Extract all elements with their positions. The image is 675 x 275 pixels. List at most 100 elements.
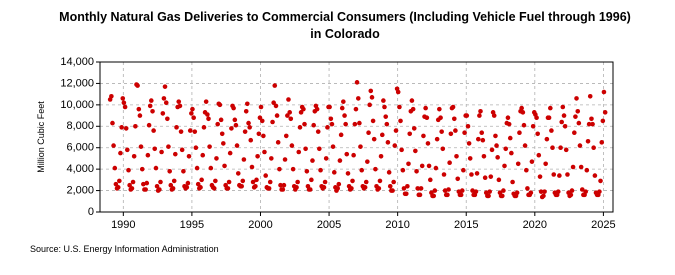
point [344, 151, 350, 157]
point [406, 161, 411, 167]
point [250, 179, 256, 185]
point [411, 126, 417, 131]
point [173, 151, 178, 157]
point [214, 156, 219, 161]
point [439, 129, 444, 134]
point [207, 144, 212, 149]
point [448, 131, 454, 137]
point [329, 121, 335, 127]
point [491, 113, 497, 118]
point [489, 147, 495, 153]
point [514, 190, 520, 196]
point [206, 116, 211, 122]
point [473, 189, 479, 194]
point [162, 84, 168, 89]
point [590, 121, 595, 127]
point [158, 179, 163, 185]
point [205, 112, 210, 117]
point [403, 191, 409, 197]
point [336, 181, 342, 187]
point [217, 102, 223, 108]
point [271, 100, 276, 106]
point [405, 183, 410, 189]
point [576, 120, 582, 126]
point [455, 176, 461, 182]
point [146, 122, 152, 128]
point [507, 135, 513, 141]
point [461, 167, 466, 173]
point [323, 156, 329, 161]
point [297, 125, 303, 130]
point [575, 108, 581, 114]
point [135, 83, 140, 88]
point [233, 122, 239, 128]
point [419, 163, 425, 169]
point [569, 188, 575, 193]
y-axis-label: Million Cubic Feet [36, 101, 46, 173]
point [477, 113, 482, 118]
point [377, 178, 383, 184]
point [447, 160, 452, 166]
point [177, 103, 183, 109]
point [496, 177, 502, 183]
point [263, 173, 268, 178]
point [398, 118, 403, 124]
point [579, 187, 585, 192]
y-tick-label: 2,000 [66, 184, 94, 196]
point [474, 171, 480, 176]
point [304, 168, 310, 174]
point [342, 113, 347, 118]
point [494, 143, 499, 148]
point [366, 130, 371, 136]
point [589, 116, 594, 122]
point [415, 186, 420, 191]
point [381, 98, 386, 103]
point [355, 96, 361, 101]
point [126, 167, 131, 173]
point [269, 156, 274, 161]
point [509, 150, 514, 156]
point [241, 157, 247, 162]
point [203, 99, 209, 104]
point [462, 130, 467, 136]
point [397, 104, 402, 110]
point [424, 115, 430, 121]
point [410, 106, 416, 112]
point [129, 186, 135, 191]
point [464, 113, 470, 118]
point [454, 153, 459, 159]
point [393, 128, 399, 133]
point [218, 117, 224, 123]
point [541, 193, 546, 199]
point [193, 145, 199, 151]
point [111, 143, 116, 148]
point [160, 111, 166, 116]
point [258, 104, 264, 110]
point [598, 178, 603, 184]
point [301, 106, 306, 112]
point [255, 153, 260, 159]
point [445, 192, 450, 198]
y-tick-label: 4,000 [66, 163, 94, 175]
point [441, 172, 447, 177]
point [168, 182, 174, 188]
point [467, 156, 473, 161]
point [358, 144, 363, 149]
point [565, 172, 570, 177]
point [585, 138, 591, 144]
point [337, 158, 343, 163]
point [122, 104, 128, 110]
point [521, 122, 527, 128]
x-tick-label: 2005 [317, 219, 341, 231]
point [199, 177, 204, 183]
point [165, 116, 170, 122]
point [174, 125, 179, 130]
point [543, 161, 548, 167]
y-tick-label: 14,000 [60, 56, 94, 68]
point [283, 133, 289, 139]
point [384, 121, 390, 127]
point [136, 106, 142, 112]
point [399, 147, 404, 153]
